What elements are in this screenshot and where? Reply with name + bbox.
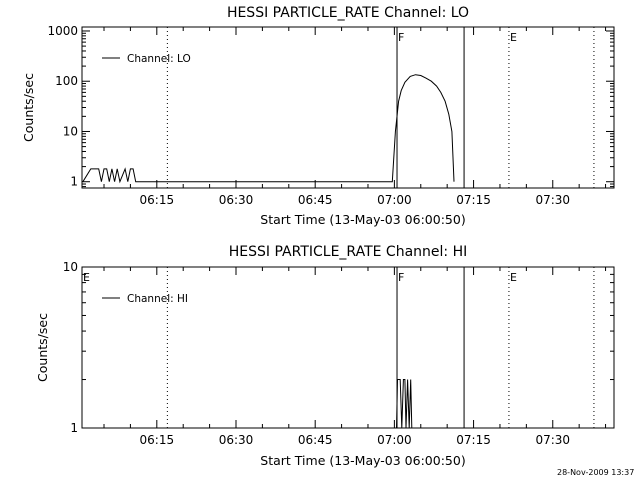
x-tick-label: 06:15 (140, 193, 175, 207)
y-axis-label: Counts/sec (21, 73, 36, 142)
series-line (396, 379, 413, 429)
x-axis-label: Start Time (13-May-03 06:00:50) (260, 453, 465, 468)
x-tick-label: 07:30 (535, 433, 570, 447)
y-tick-label: 1000 (47, 24, 78, 38)
event-marker-label: E (510, 271, 517, 284)
y-tick-label: 1 (70, 421, 78, 435)
x-tick-label: 06:45 (298, 193, 333, 207)
x-tick-label: 07:00 (377, 193, 412, 207)
x-tick-label: 06:30 (219, 433, 254, 447)
legend-label: Channel: LO (127, 53, 191, 65)
y-tick-label: 100 (55, 74, 78, 88)
x-tick-label: 06:45 (298, 433, 333, 447)
plot-frame (81, 266, 615, 429)
event-marker-label: E (83, 271, 90, 284)
chart-panel-2: HESSI PARTICLE_RATE Channel: HI 06:15 06:3… (35, 244, 615, 468)
chart-panel-1: HESSI PARTICLE_RATE Channel: LO 06:15 06:3… (21, 5, 615, 227)
y-tick-label: 10 (63, 260, 78, 274)
event-marker-label: E (510, 31, 517, 44)
x-tick-label: 07:15 (456, 433, 491, 447)
series-line (82, 74, 455, 184)
legend-label: Channel: HI (127, 293, 188, 305)
chart-title: HESSI PARTICLE_RATE Channel: LO (227, 5, 469, 21)
chart-title: HESSI PARTICLE_RATE Channel: HI (229, 244, 467, 260)
y-tick-label: 1 (70, 175, 78, 189)
x-tick-label: 06:15 (140, 433, 175, 447)
x-tick-label: 07:00 (377, 433, 412, 447)
x-axis-label: Start Time (13-May-03 06:00:50) (260, 212, 465, 227)
generated-timestamp: 28-Nov-2009 13:37 (557, 468, 634, 477)
x-tick-label: 07:15 (456, 193, 491, 207)
y-tick-label: 10 (63, 124, 78, 138)
x-tick-label: 06:30 (219, 193, 254, 207)
x-tick-label: 07:30 (535, 193, 570, 207)
event-marker-label: F (398, 31, 404, 44)
y-axis-label: Counts/sec (35, 313, 50, 382)
event-marker-label: F (398, 271, 404, 284)
